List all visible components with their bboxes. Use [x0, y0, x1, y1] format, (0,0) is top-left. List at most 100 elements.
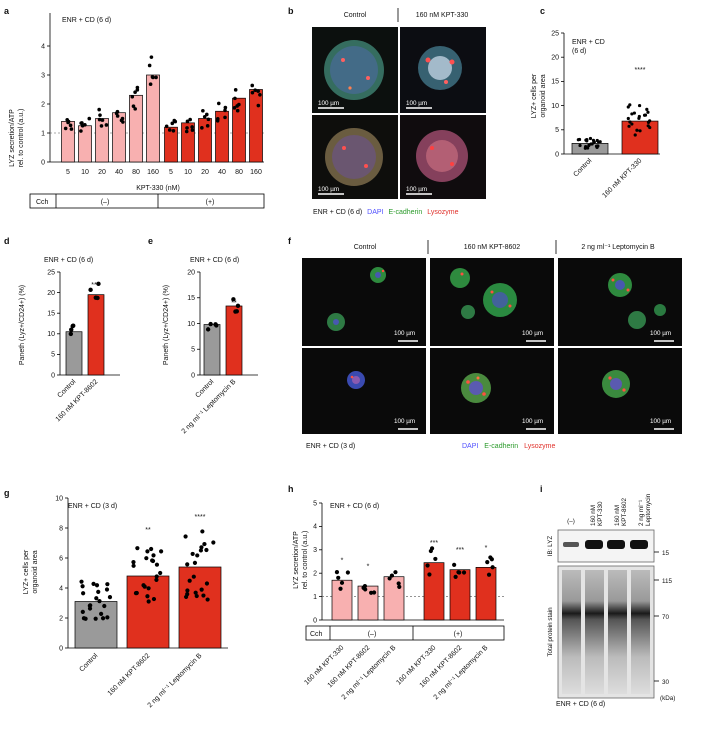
panel-letter-b: b	[288, 6, 294, 16]
x-tick-label: 40	[218, 169, 226, 176]
significance-mark: *	[485, 545, 488, 552]
data-point	[205, 597, 210, 602]
data-point	[387, 576, 392, 581]
data-point	[194, 593, 199, 599]
data-point	[131, 104, 136, 109]
data-point	[427, 572, 432, 577]
scale-bar-label: 100 µm	[650, 418, 671, 425]
data-point	[202, 114, 207, 119]
y-tick-label: 0	[555, 151, 559, 158]
panel-h-ylabel-2: rel. to control (a.u.)	[302, 531, 309, 590]
panel-f-legend-lyz: Lysozyme	[524, 443, 555, 450]
data-point	[338, 586, 343, 591]
data-point	[190, 128, 195, 132]
panel-h-cch-box	[305, 625, 505, 641]
bar	[621, 120, 659, 155]
lane-label-kpt330-line2: KPT-330	[597, 501, 604, 526]
scale-bar-label: 100 µm	[650, 330, 671, 337]
data-point	[94, 583, 100, 588]
lane-label-kpt8602-line2: KPT-8602	[621, 497, 628, 526]
y-tick-label: 8	[59, 525, 63, 532]
data-point	[595, 145, 599, 150]
data-point	[637, 103, 642, 108]
data-point	[80, 121, 84, 125]
data-point	[223, 115, 227, 120]
x-tick-label: 20	[201, 169, 209, 176]
significance-mark: *	[341, 558, 344, 565]
panel-h-ylabel-1: LYZ secretion/ATP	[293, 531, 300, 589]
data-point	[345, 570, 350, 575]
panel-d-y-ticks: 0 5 10 15 20 25	[47, 269, 60, 379]
data-point	[150, 75, 155, 79]
y-tick-label: 10	[55, 495, 63, 502]
data-point	[93, 616, 98, 621]
significance-mark: ***	[430, 540, 438, 547]
data-point	[211, 540, 216, 545]
data-point	[144, 556, 149, 561]
data-point	[81, 616, 87, 621]
bar	[61, 121, 75, 163]
bar	[74, 601, 118, 649]
data-point	[336, 575, 341, 580]
data-point	[213, 322, 218, 327]
data-point	[253, 88, 258, 93]
scale-bar-label: 100 µm	[406, 100, 427, 107]
scale-bar-label: 100 µm	[394, 418, 415, 425]
data-point	[151, 596, 157, 602]
bar	[203, 324, 221, 376]
data-point	[135, 88, 140, 92]
y-tick-label: 5	[555, 127, 559, 134]
western-blot-lyz	[557, 529, 655, 563]
bar	[112, 112, 126, 163]
scale-bar-label: 100 µm	[522, 418, 543, 425]
panel-a-x-ticks: 5 10 20 40 80 160 5 10 20 40 80 160	[66, 169, 262, 176]
data-point	[632, 111, 637, 115]
data-point	[461, 570, 467, 575]
data-point	[81, 591, 86, 596]
data-point	[488, 555, 493, 560]
data-point	[134, 590, 139, 596]
x-tick-label: 5	[169, 169, 173, 176]
panel-c-ylabel-1: LYZ+ cells per	[531, 73, 538, 118]
x-tick-label: 10	[81, 169, 89, 176]
panel-h-condition: ENR + CD (6 d)	[330, 503, 379, 510]
scale-bar-label: 100 µm	[522, 330, 543, 337]
panel-letter-c: c	[540, 6, 545, 16]
data-point	[87, 603, 92, 608]
y-tick-label: 15	[47, 311, 55, 318]
data-point	[233, 309, 238, 314]
panel-c-x-ticks: Control 160 nM KPT-330	[572, 157, 643, 199]
data-point	[646, 124, 650, 128]
y-tick-label: 3	[41, 72, 45, 79]
panel-b-legend-prefix: ENR + CD (6 d)	[313, 209, 362, 216]
data-point	[183, 594, 189, 600]
data-point	[630, 112, 634, 116]
lane-label-lmb-line2: Leptomycin	[645, 493, 652, 526]
data-point	[208, 321, 213, 327]
data-point	[187, 578, 192, 583]
panel-b-legend-lyz: Lysozyme	[427, 209, 458, 216]
data-point	[88, 287, 93, 293]
x-tick-label: Control	[194, 378, 215, 399]
data-point	[235, 108, 240, 113]
data-point	[154, 577, 159, 582]
data-point	[146, 586, 151, 591]
data-point	[188, 117, 192, 122]
data-point	[69, 327, 74, 332]
data-point	[63, 126, 68, 131]
x-tick-label: Control	[572, 157, 593, 178]
data-point	[114, 111, 119, 116]
scale-bar-label: 100 µm	[318, 100, 339, 107]
data-point	[69, 127, 74, 131]
data-point	[167, 128, 172, 132]
x-tick-label: 160 nM KPT-330	[601, 157, 643, 199]
x-tick-label: Control	[78, 652, 99, 673]
y-tick-label: 20	[47, 290, 55, 297]
y-tick-label: 6	[59, 555, 63, 562]
data-point	[585, 137, 589, 142]
x-tick-label: 2 ng ml⁻¹ Leptomycin B	[147, 652, 204, 709]
marker-115: 115	[662, 578, 673, 585]
bar	[215, 110, 229, 163]
panel-a-condition: ENR + CD (6 d)	[62, 17, 111, 24]
